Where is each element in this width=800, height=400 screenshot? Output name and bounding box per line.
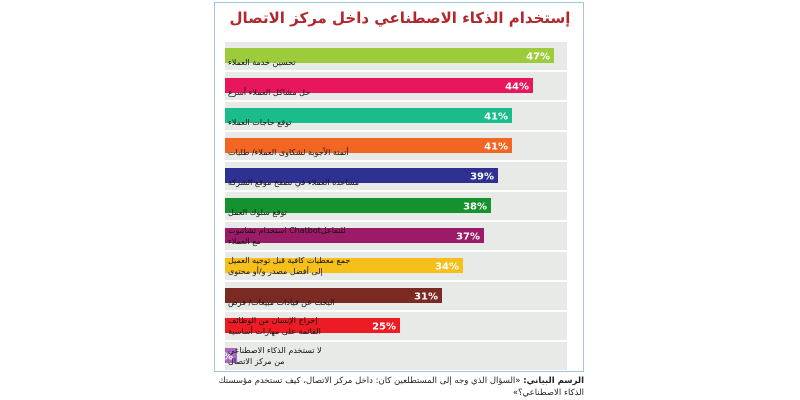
category-label: جمع معطيات كافية قبل توجيه العميل [228, 256, 350, 265]
category-label: من مركز الاتصال [228, 357, 285, 366]
value-label: 37% [456, 232, 480, 243]
bar [225, 228, 484, 243]
value-label: 38% [463, 202, 487, 213]
category-label: مع العملاء [228, 237, 261, 246]
bar [225, 348, 237, 363]
value-label: 41% [484, 142, 508, 153]
category-label: حل مشاكل العملاء أسرع [228, 87, 310, 97]
bar [225, 138, 512, 153]
caption-label: الرسم البياني: [523, 376, 584, 386]
category-label: توقع سلوك العمل [228, 208, 287, 217]
chart-frame: 47% تحسين خدمة العملاء 44% حل مشاكل العملاء… [214, 2, 584, 372]
bar [225, 288, 442, 303]
bar-chart: 47% تحسين خدمة العملاء 44% حل مشاكل العملاء… [216, 42, 567, 370]
bar [225, 48, 554, 63]
category-label: إلى أفضل مصدر و/أو محتوى [228, 266, 323, 277]
category-label: تحسين خدمة العملاء [228, 58, 296, 67]
category-label: توقع حاجات العملاء [228, 118, 292, 127]
bar [225, 318, 400, 333]
category-label: إخراج الإنسان من الوظائف [228, 316, 318, 326]
bar [225, 168, 498, 183]
bar [225, 198, 491, 213]
bar [225, 108, 512, 123]
value-label: 39% [470, 172, 494, 183]
value-label: 31% [414, 292, 438, 303]
bar [225, 258, 463, 273]
value-label: 47% [526, 52, 550, 63]
category-label: استخدام تشاتبوت Chatbotللتفاعل [228, 226, 346, 235]
value-label: 44% [505, 82, 529, 93]
category-label: البحث عن قيادات مبيعات/ فرص [228, 298, 335, 307]
value-label: 25% [372, 322, 396, 333]
value-label: 41% [484, 112, 508, 123]
caption-text: «السؤال الذي وجه إلى المستطلعين كان: داخ… [218, 376, 584, 398]
bar [225, 78, 533, 93]
row-band [225, 342, 567, 370]
value-label: 1% [216, 352, 233, 363]
category-label: القائمة على مهارات أساسية [228, 326, 321, 336]
chart-caption: الرسم البياني: «السؤال الذي وجه إلى المس… [214, 375, 584, 399]
category-label: أتمتة الأجوبة لشكاوى العملاء/ طلبات [228, 147, 349, 157]
category-label: لا تستخدم الذكاء الاصطناعي [228, 346, 322, 355]
chart-title: إستخدام الذكاء الاصطناعي داخل مركز الاتص… [229, 9, 571, 27]
value-label: 34% [435, 262, 459, 273]
category-label: مساعدة العملاء في تصفح موقع الشركة [228, 178, 359, 187]
